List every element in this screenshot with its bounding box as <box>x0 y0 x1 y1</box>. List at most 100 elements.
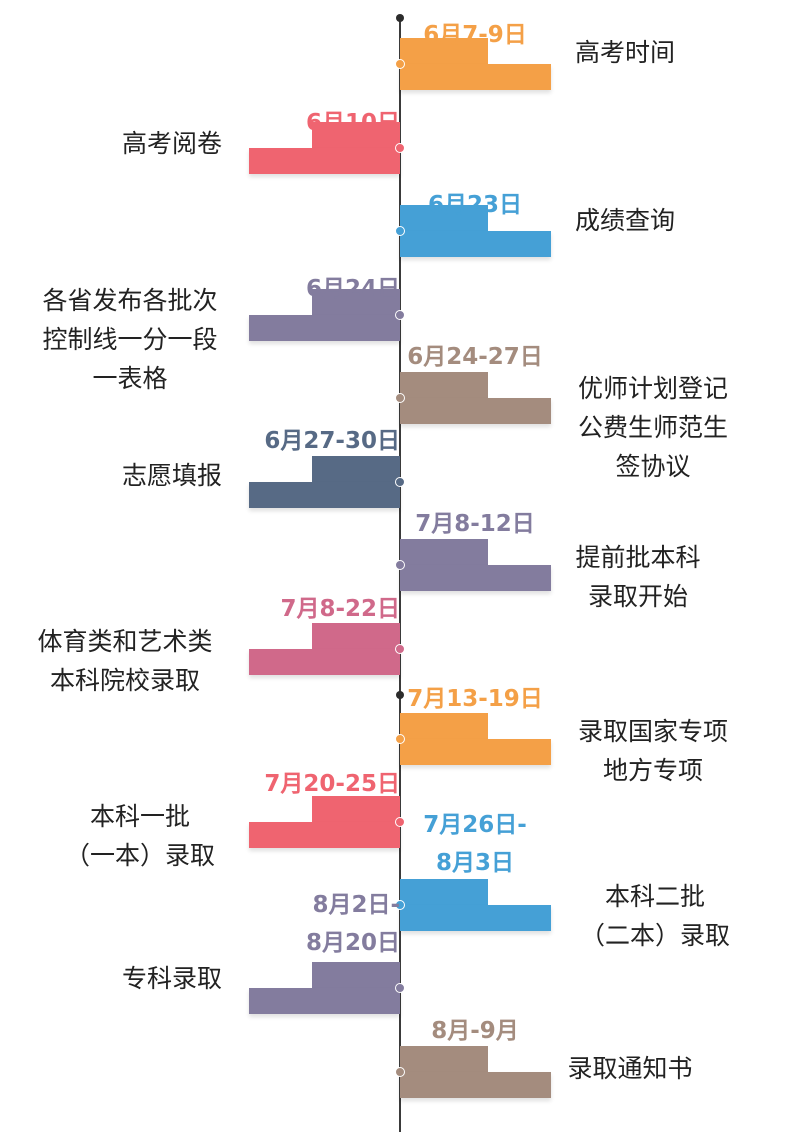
timeline-date: 6月7-9日 <box>400 16 550 54</box>
timeline-dot <box>395 983 405 993</box>
timeline-label: 高考时间 <box>505 33 745 72</box>
timeline-label: 优师计划登记 公费生师范生 签协议 <box>533 369 773 486</box>
timeline-bar-lower <box>249 482 400 508</box>
timeline-bar-lower <box>400 64 551 90</box>
timeline-label-line: 高考阅卷 <box>121 129 222 158</box>
timeline-date-line: 8月3日 <box>435 850 514 876</box>
timeline-bar-lower <box>400 398 551 424</box>
timeline-label-line: 地方专项 <box>602 756 703 785</box>
timeline-date: 8月2日- 8月20日 <box>306 886 400 962</box>
timeline-label: 成绩查询 <box>505 201 745 240</box>
timeline-date-line: 6月23日 <box>427 192 522 218</box>
timeline-date-line: 8月20日 <box>305 930 400 956</box>
timeline-dot <box>395 143 405 153</box>
timeline-bar-lower <box>249 148 400 174</box>
timeline-dot <box>395 310 405 320</box>
timeline-date-line: 6月24日 <box>305 276 400 302</box>
timeline-date: 6月24-27日 <box>400 338 550 376</box>
timeline-date: 6月10日 <box>306 104 400 142</box>
timeline-label-line: 签协议 <box>615 452 691 481</box>
timeline-date-line: 6月24-27日 <box>407 344 543 370</box>
timeline-label-line: 专科录取 <box>121 964 222 993</box>
timeline-label-line: （二本）录取 <box>579 921 730 950</box>
timeline-bar-upper <box>400 205 488 231</box>
timeline-bar-lower <box>400 231 551 257</box>
timeline-label-line: 成绩查询 <box>574 206 675 235</box>
timeline-dot <box>395 560 405 570</box>
timeline-label: 专科录取 <box>52 959 292 998</box>
timeline-label-line: 本科院校录取 <box>49 666 200 695</box>
timeline-date-line: 7月8-12日 <box>415 511 535 537</box>
timeline-date: 8月-9月 <box>400 1012 550 1050</box>
timeline-date-line: 7月20-25日 <box>264 771 400 797</box>
timeline-dot <box>395 644 405 654</box>
timeline-date: 7月26日- 8月3日 <box>400 806 550 882</box>
timeline-date-line: 8月2日- <box>312 892 400 918</box>
axis-marker-dot <box>396 691 404 699</box>
timeline-label: 志愿填报 <box>52 456 292 495</box>
timeline-bar-upper <box>312 122 400 148</box>
timeline-bar-upper <box>312 289 400 315</box>
timeline-bar-lower <box>249 315 400 341</box>
timeline-bar-upper <box>312 623 400 649</box>
timeline-date: 6月23日 <box>400 186 550 224</box>
timeline-label-line: 本科二批 <box>604 882 705 911</box>
timeline-bar-lower <box>400 905 551 931</box>
timeline-bar-upper <box>400 539 488 565</box>
timeline-dot <box>395 817 405 827</box>
timeline-bar-lower <box>400 1072 551 1098</box>
timeline-label-line: 本科一批 <box>89 802 190 831</box>
timeline-bar-upper <box>400 372 488 398</box>
timeline-label-line: （一本）录取 <box>64 841 215 870</box>
timeline-bar-lower <box>400 565 551 591</box>
timeline-label: 体育类和艺术类 本科院校录取 <box>5 622 245 700</box>
timeline-label-line: 公费生师范生 <box>577 413 728 442</box>
timeline-label-line: 录取开始 <box>587 582 688 611</box>
timeline-dot <box>395 900 405 910</box>
timeline-label: 本科一批 （一本）录取 <box>20 797 260 875</box>
timeline-label-line: 各省发布各批次 <box>42 286 218 315</box>
timeline-date-line: 7月13-19日 <box>407 686 543 712</box>
timeline-label-line: 一表格 <box>92 364 168 393</box>
timeline-dot <box>395 734 405 744</box>
timeline-bar-lower <box>249 649 400 675</box>
timeline-date: 7月13-19日 <box>400 680 550 718</box>
timeline-label-line: 优师计划登记 <box>577 374 728 403</box>
timeline-dot <box>395 1067 405 1077</box>
axis-start-dot <box>396 14 404 22</box>
timeline-dot <box>395 393 405 403</box>
timeline-bar-upper <box>400 713 488 739</box>
timeline-bar-lower <box>249 988 400 1014</box>
timeline-label: 录取国家专项 地方专项 <box>533 712 773 790</box>
timeline-date: 6月24日 <box>306 270 400 308</box>
timeline-bar-upper <box>400 1046 488 1072</box>
timeline-label-line: 志愿填报 <box>121 461 222 490</box>
timeline-label: 高考阅卷 <box>52 124 292 163</box>
timeline-date-line: 7月8-22日 <box>280 596 400 622</box>
timeline-dot <box>395 226 405 236</box>
timeline-bar-lower <box>249 822 400 848</box>
timeline-bar-upper <box>312 796 400 822</box>
timeline-date: 7月8-12日 <box>400 505 550 543</box>
timeline-label-line: 体育类和艺术类 <box>37 627 213 656</box>
timeline-dot <box>395 477 405 487</box>
timeline-dot <box>395 59 405 69</box>
timeline-bar-upper <box>312 456 400 482</box>
timeline-label: 录取通知书 <box>510 1049 750 1088</box>
timeline-label-line: 控制线一分一段 <box>42 325 218 354</box>
timeline-label: 各省发布各批次 控制线一分一段 一表格 <box>10 281 250 398</box>
timeline-date-line: 6月7-9日 <box>423 22 527 48</box>
timeline-bar-upper <box>312 962 400 988</box>
timeline-label-line: 录取通知书 <box>567 1054 693 1083</box>
timeline-bar-lower <box>400 739 551 765</box>
timeline-label-line: 提前批本科 <box>575 543 701 572</box>
timeline-label-line: 录取国家专项 <box>577 717 728 746</box>
timeline-date-line: 6月27-30日 <box>264 428 400 454</box>
timeline-bar-upper <box>400 879 488 905</box>
timeline-label-line: 高考时间 <box>574 38 675 67</box>
timeline-date: 7月8-22日 <box>280 590 400 628</box>
timeline-label: 提前批本科 录取开始 <box>518 538 758 616</box>
timeline-date-line: 6月10日 <box>305 110 400 136</box>
timeline-date: 6月27-30日 <box>264 422 400 460</box>
timeline-label: 本科二批 （二本）录取 <box>535 877 775 955</box>
